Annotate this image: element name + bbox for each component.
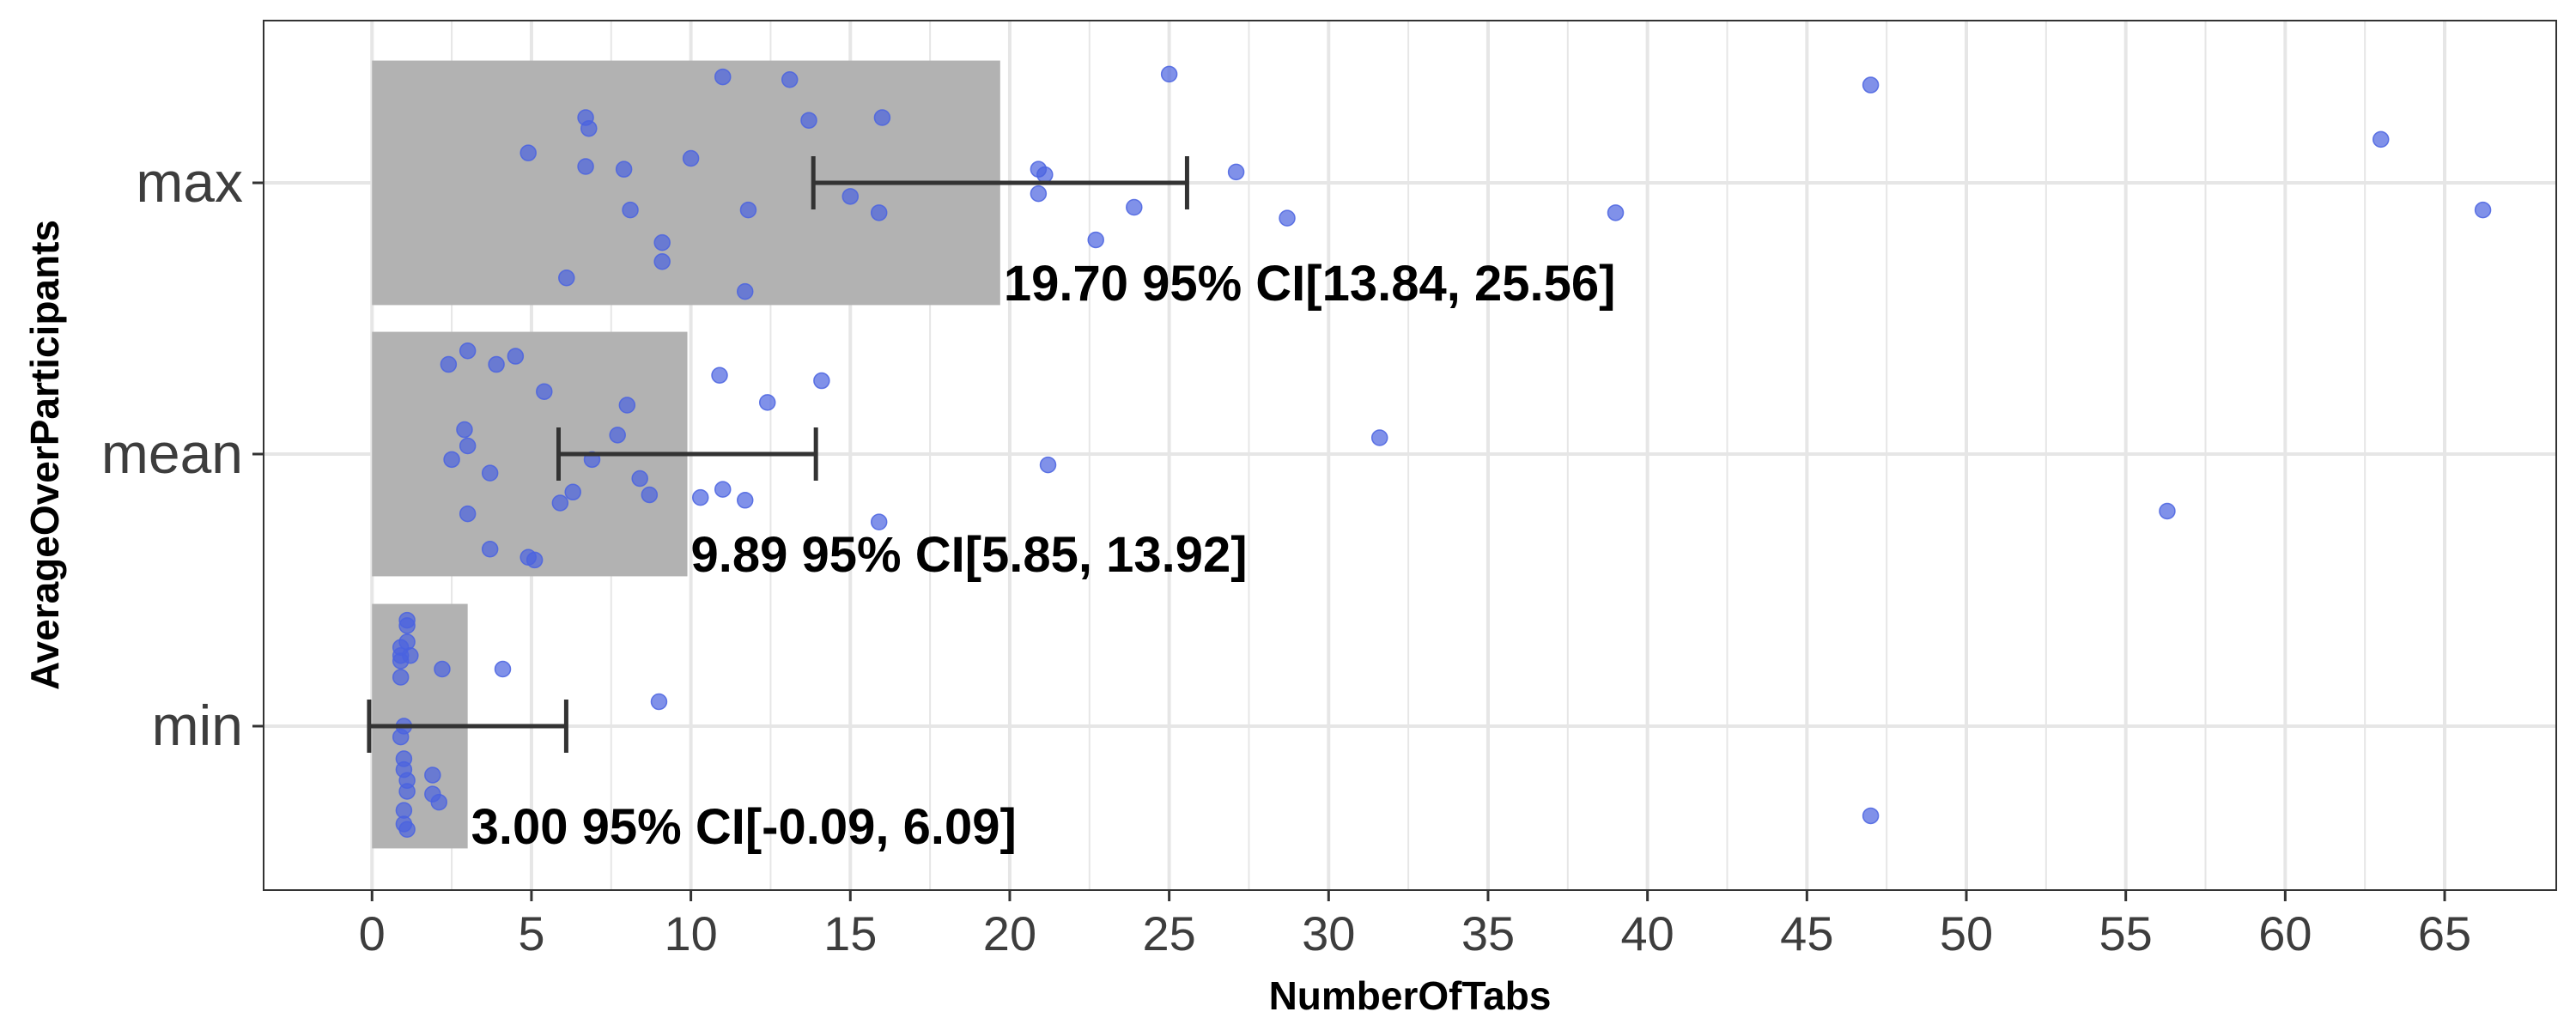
x-tick-label: 40 — [1621, 906, 1674, 960]
data-point-max — [800, 112, 817, 129]
data-point-mean — [507, 348, 525, 365]
x-tick-label: 30 — [1302, 906, 1355, 960]
data-point-max — [781, 70, 799, 88]
x-tick-label: 65 — [2418, 906, 2471, 960]
x-tick-label: 10 — [664, 906, 717, 960]
x-axis-title: NumberOfTabs — [1269, 973, 1552, 1018]
y-tick-label-mean: mean — [101, 421, 243, 485]
data-point-max — [622, 201, 639, 219]
errorbars-layer — [367, 156, 1189, 753]
data-point-mean — [459, 505, 477, 523]
data-point-max — [653, 233, 671, 251]
data-point-max — [1862, 76, 1880, 94]
data-point-min — [1862, 807, 1880, 825]
x-tick-label: 60 — [2258, 906, 2312, 960]
data-point-min — [424, 766, 441, 784]
data-point-mean — [488, 355, 505, 373]
x-tick-label: 0 — [359, 906, 386, 960]
x-tick-label: 5 — [518, 906, 544, 960]
data-point-min — [494, 660, 512, 678]
data-point-mean — [618, 397, 636, 414]
bar-label-max: 19.70 95% CI[13.84, 25.56] — [1004, 256, 1616, 312]
data-point-min — [398, 783, 416, 800]
data-point-max — [1160, 65, 1178, 83]
data-point-mean — [714, 481, 732, 498]
data-point-mean — [1370, 429, 1388, 446]
x-tick-label: 45 — [1780, 906, 1833, 960]
data-point-mean — [711, 367, 728, 384]
y-tick-label-min: min — [152, 694, 243, 757]
data-point-mean — [481, 541, 499, 558]
data-point-mean — [641, 486, 659, 504]
data-point-mean — [1039, 456, 1057, 474]
bar-labels-layer: 19.70 95% CI[13.84, 25.56] 9.89 95% CI[5.… — [471, 256, 1616, 855]
data-point-mean — [736, 492, 754, 509]
y-tick-label-max: max — [136, 150, 243, 214]
data-point-mean — [2159, 502, 2176, 520]
data-point-mean — [691, 488, 709, 506]
data-point-min — [398, 617, 416, 634]
data-point-min — [392, 652, 410, 670]
data-point-min — [650, 693, 668, 711]
data-point-mean — [870, 513, 888, 530]
data-point-mean — [440, 355, 458, 373]
data-point-max — [739, 201, 757, 219]
data-point-mean — [631, 470, 648, 488]
data-point-max — [2474, 201, 2492, 219]
data-point-max — [714, 68, 732, 86]
data-point-mean — [443, 451, 460, 469]
data-point-mean — [481, 464, 499, 482]
data-point-max — [558, 270, 575, 287]
data-point-min — [392, 728, 410, 746]
data-point-mean — [536, 383, 553, 400]
data-point-mean — [459, 437, 477, 455]
x-tick-label: 20 — [983, 906, 1036, 960]
data-point-max — [519, 144, 537, 161]
data-point-max — [653, 253, 671, 270]
data-point-mean — [813, 372, 830, 390]
data-point-max — [1126, 198, 1143, 216]
data-point-max — [1030, 185, 1048, 203]
x-tick-label: 25 — [1142, 906, 1195, 960]
data-point-max — [873, 109, 891, 126]
data-point-mean — [551, 494, 569, 512]
data-point-max — [1279, 209, 1296, 227]
y-axis-title: AverageOverParticipants — [22, 220, 67, 690]
data-point-max — [682, 149, 700, 167]
data-point-mean — [564, 483, 581, 501]
data-point-mean — [758, 394, 776, 411]
y-axis: max mean min — [101, 150, 264, 757]
bar-label-mean: 9.89 95% CI[5.85, 13.92] — [691, 527, 1248, 583]
data-point-min — [392, 669, 410, 686]
data-point-mean — [459, 342, 477, 360]
data-point-max — [2372, 130, 2390, 148]
x-axis: 0 5 10 15 20 25 30 35 40 45 50 55 60 65 — [359, 890, 2471, 960]
x-tick-label: 55 — [2099, 906, 2153, 960]
data-point-mean — [609, 427, 626, 444]
data-point-max — [1036, 166, 1054, 184]
points-layer — [392, 65, 2492, 839]
bars-layer — [372, 60, 1000, 849]
data-point-max — [1227, 163, 1245, 181]
data-point-mean — [456, 421, 473, 439]
data-point-max — [615, 161, 633, 178]
data-point-min — [434, 660, 451, 678]
x-tick-label: 35 — [1461, 906, 1515, 960]
data-point-min — [398, 821, 416, 839]
data-point-mean — [526, 551, 544, 569]
data-point-max — [577, 158, 594, 175]
data-point-max — [870, 204, 888, 221]
data-point-max — [736, 282, 754, 300]
data-point-max — [1607, 204, 1625, 221]
x-tick-label: 15 — [823, 906, 877, 960]
data-point-max — [1087, 231, 1104, 249]
x-tick-label: 50 — [1940, 906, 1993, 960]
data-point-max — [841, 188, 860, 205]
bar-label-min: 3.00 95% CI[-0.09, 6.09] — [471, 799, 1017, 855]
data-point-min — [430, 793, 447, 811]
data-point-max — [580, 119, 598, 137]
